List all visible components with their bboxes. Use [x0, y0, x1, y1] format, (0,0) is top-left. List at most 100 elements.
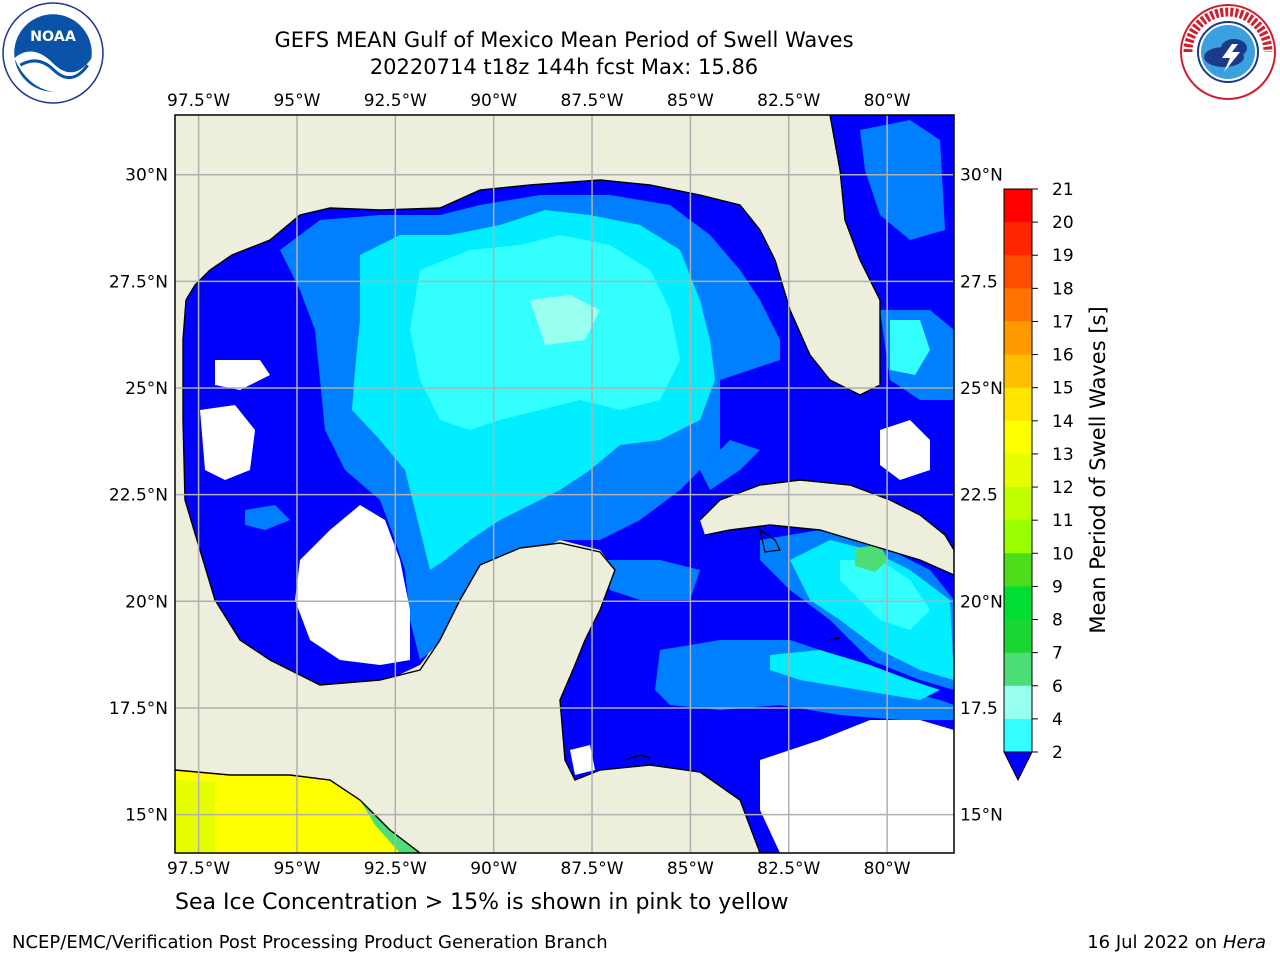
lat-tick-label-right: 27.5 — [960, 272, 998, 292]
lat-tick-label-right: 30°N — [960, 166, 1003, 186]
colorbar-swatch — [1004, 222, 1032, 256]
lat-tick-label-right: 22.5 — [960, 486, 998, 506]
chart-title: GEFS MEAN Gulf of Mexico Mean Period of … — [274, 28, 854, 52]
footer-credit: NCEP/EMC/Verification Post Processing Pr… — [12, 932, 608, 953]
lat-tick-label-right: 15°N — [960, 806, 1003, 826]
lat-tick-label-left: 27.5°N — [109, 272, 168, 292]
colorbar-swatch — [1004, 420, 1032, 455]
colorbar-tick-label: 12 — [1052, 478, 1074, 498]
colorbar-swatch — [1004, 288, 1032, 322]
colorbar — [1003, 188, 1033, 782]
colorbar-tick-label: 20 — [1052, 213, 1074, 233]
no-data-patch — [880, 420, 930, 480]
colorbar-tick-label: 14 — [1052, 412, 1074, 432]
lon-tick-label-bottom: 82.5°W — [757, 859, 820, 879]
colorbar-tick-label: 10 — [1052, 544, 1074, 564]
colorbar-swatch — [1004, 387, 1032, 422]
colorbar-label: Mean Period of Swell Waves [s] — [1086, 306, 1110, 634]
lon-tick-label-top: 87.5°W — [560, 91, 623, 111]
lon-tick-label-bottom: 90°W — [470, 859, 517, 879]
lon-tick-label-top: 80°W — [864, 91, 911, 111]
lon-tick-label-bottom: 85°W — [667, 859, 714, 879]
footer-machine: Hera — [1222, 932, 1266, 953]
lon-tick-label-bottom: 87.5°W — [560, 859, 623, 879]
colorbar-swatch — [1004, 718, 1032, 753]
sea-ice-note: Sea Ice Concentration > 15% is shown in … — [175, 890, 789, 915]
chart-subtitle: 20220714 t18z 144h fcst Max: 15.86 — [369, 55, 759, 79]
lat-tick-label-right: 17.5 — [960, 699, 998, 719]
swell-band-6-7s — [840, 560, 930, 630]
colorbar-tick-label: 11 — [1052, 511, 1074, 531]
lon-tick-label-top: 85°W — [667, 91, 714, 111]
colorbar-swatch — [1004, 652, 1032, 687]
colorbar-tick-label: 6 — [1052, 677, 1063, 697]
colorbar-swatch — [1004, 520, 1032, 554]
lat-tick-label-left: 30°N — [125, 166, 168, 186]
land-yucatan — [175, 543, 760, 853]
colorbar-swatch — [1004, 553, 1032, 587]
colorbar-tick-label: 16 — [1052, 346, 1074, 366]
noaa-logo-icon: NOAA — [2, 2, 104, 104]
no-data-patch — [215, 360, 270, 390]
sea-ice-region — [175, 780, 215, 853]
colorbar-tick-label: 2 — [1052, 743, 1063, 763]
lon-tick-label-top: 97.5°W — [167, 91, 230, 111]
colorbar-tick-label: 18 — [1052, 279, 1074, 299]
lat-tick-label-left: 22.5°N — [109, 486, 168, 506]
lon-tick-label-top: 90°W — [470, 91, 517, 111]
lat-tick-label-right: 20°N — [960, 592, 1003, 612]
colorbar-swatch — [1004, 586, 1032, 621]
colorbar-tick-label: 21 — [1052, 180, 1074, 200]
map-frame — [174, 114, 955, 854]
lon-tick-label-bottom: 80°W — [864, 859, 911, 879]
colorbar-swatch — [1004, 619, 1032, 654]
colorbar-swatch — [1004, 685, 1032, 720]
lat-tick-label-left: 20°N — [125, 592, 168, 612]
no-data-patch — [200, 405, 255, 480]
lon-tick-label-bottom: 92.5°W — [364, 859, 427, 879]
swell-band-2-4s — [860, 120, 945, 240]
swell-band-2-4s — [700, 440, 760, 490]
colorbar-swatch — [1004, 255, 1032, 289]
lat-tick-label-left: 17.5°N — [109, 699, 168, 719]
no-data-patch — [570, 745, 595, 775]
colorbar-swatch — [1004, 321, 1032, 356]
lon-tick-label-top: 92.5°W — [364, 91, 427, 111]
lon-tick-label-top: 82.5°W — [757, 91, 820, 111]
no-data-patch — [760, 720, 954, 853]
swell-band-2-4s — [600, 560, 700, 600]
land-cuba — [700, 480, 954, 575]
colorbar-tick-label: 7 — [1052, 644, 1063, 664]
footer-date: 16 Jul 2022 on Hera — [1087, 932, 1266, 953]
colorbar-tick-label: 17 — [1052, 312, 1074, 332]
lat-tick-label-left: 15°N — [125, 806, 168, 826]
lat-tick-label-right: 25°N — [960, 379, 1003, 399]
footer-date-text: 16 Jul 2022 on — [1087, 932, 1223, 953]
swell-band-6-7s — [890, 320, 930, 375]
colorbar-extend-arrow — [1003, 751, 1033, 782]
colorbar-swatch — [1004, 453, 1032, 488]
colorbar-frame — [1003, 188, 1033, 753]
land-mexico — [175, 115, 954, 395]
colorbar-tick-label: 19 — [1052, 246, 1074, 266]
lon-tick-label-bottom: 95°W — [273, 859, 320, 879]
lon-tick-label-top: 95°W — [273, 91, 320, 111]
colorbar-swatch — [1004, 487, 1032, 521]
colorbar-swatch — [1004, 354, 1032, 389]
colorbar-tick-label: 4 — [1052, 710, 1063, 730]
colorbar-tick-label: 9 — [1052, 577, 1063, 597]
svg-text:NOAA: NOAA — [30, 29, 76, 45]
no-data-patch — [295, 505, 410, 665]
colorbar-swatch — [1004, 189, 1032, 223]
colorbar-tick-label: 15 — [1052, 379, 1074, 399]
colorbar-tick-label: 8 — [1052, 611, 1063, 631]
swell-band-4-6s — [770, 650, 940, 700]
lon-tick-label-bottom: 97.5°W — [167, 859, 230, 879]
swell-band-7-8s — [530, 295, 600, 345]
swell-band-7-8s — [855, 545, 888, 572]
lat-tick-label-left: 25°N — [125, 379, 168, 399]
swell-band-2-4s — [245, 505, 290, 530]
national-weather-service-logo-icon — [1180, 4, 1276, 100]
colorbar-tick-label: 13 — [1052, 445, 1074, 465]
